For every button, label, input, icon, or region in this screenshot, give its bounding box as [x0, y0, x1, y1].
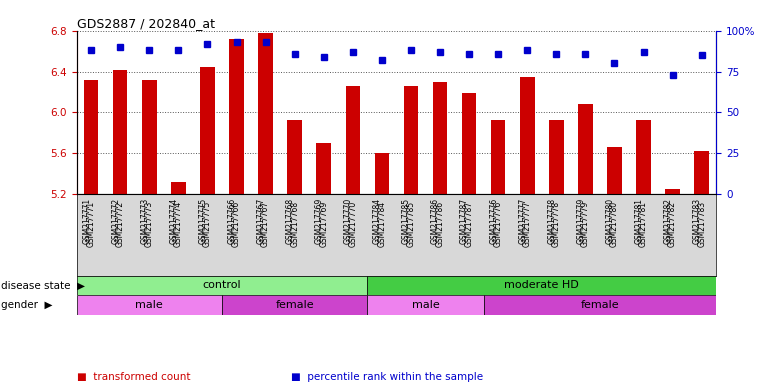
- Bar: [368, 276, 716, 295]
- Text: female: female: [275, 300, 314, 310]
- Text: GSM217775: GSM217775: [203, 200, 212, 247]
- Text: GSM217773: GSM217773: [145, 200, 154, 247]
- Bar: [77, 295, 222, 315]
- Text: GSM217784: GSM217784: [373, 198, 382, 244]
- Text: GSM217767: GSM217767: [257, 198, 266, 244]
- Bar: [229, 39, 244, 194]
- Text: GSM217784: GSM217784: [378, 200, 386, 247]
- Bar: [483, 295, 716, 315]
- Bar: [222, 295, 368, 315]
- Bar: [578, 104, 593, 194]
- Text: GSM217782: GSM217782: [668, 200, 677, 247]
- Text: GSM217766: GSM217766: [232, 200, 241, 247]
- Bar: [462, 93, 476, 194]
- Text: GSM217774: GSM217774: [174, 200, 183, 247]
- Text: GSM217779: GSM217779: [576, 198, 585, 244]
- Text: GSM217774: GSM217774: [169, 198, 178, 244]
- Text: ■  transformed count: ■ transformed count: [77, 372, 190, 382]
- Bar: [345, 86, 360, 194]
- Bar: [491, 119, 506, 194]
- Text: ■  percentile rank within the sample: ■ percentile rank within the sample: [291, 372, 483, 382]
- Text: GSM217769: GSM217769: [315, 198, 324, 244]
- Bar: [113, 70, 127, 194]
- Text: GSM217786: GSM217786: [436, 200, 444, 247]
- Text: disease state  ▶: disease state ▶: [1, 280, 85, 290]
- Text: GSM217786: GSM217786: [431, 198, 440, 244]
- Text: GSM217770: GSM217770: [344, 198, 353, 244]
- Text: GSM217776: GSM217776: [489, 198, 498, 244]
- Text: GSM217782: GSM217782: [663, 198, 673, 244]
- Text: GSM217780: GSM217780: [610, 200, 619, 247]
- Text: GSM217772: GSM217772: [111, 198, 120, 244]
- Text: GSM217768: GSM217768: [290, 200, 300, 247]
- Text: GSM217777: GSM217777: [519, 198, 527, 244]
- Text: GSM217778: GSM217778: [548, 198, 556, 244]
- Text: GSM217781: GSM217781: [634, 198, 643, 244]
- Bar: [375, 153, 389, 194]
- Text: GSM217769: GSM217769: [319, 200, 328, 247]
- Bar: [549, 119, 564, 194]
- Text: GSM217779: GSM217779: [581, 200, 590, 247]
- Bar: [695, 151, 709, 194]
- Text: GSM217768: GSM217768: [286, 198, 295, 244]
- Text: GSM217776: GSM217776: [493, 200, 502, 247]
- Bar: [607, 147, 622, 194]
- Bar: [287, 119, 302, 194]
- Text: control: control: [203, 280, 241, 290]
- Text: GSM217781: GSM217781: [639, 200, 648, 247]
- Bar: [77, 276, 368, 295]
- Text: GSM217777: GSM217777: [522, 200, 532, 247]
- Bar: [83, 80, 98, 194]
- Bar: [520, 77, 535, 194]
- Text: GSM217783: GSM217783: [697, 200, 706, 247]
- Text: moderate HD: moderate HD: [504, 280, 579, 290]
- Text: GDS2887 / 202840_at: GDS2887 / 202840_at: [77, 17, 214, 30]
- Text: GSM217778: GSM217778: [552, 200, 561, 247]
- Bar: [171, 182, 185, 194]
- Bar: [200, 68, 214, 194]
- Text: GSM217772: GSM217772: [116, 200, 125, 247]
- Text: gender  ▶: gender ▶: [1, 300, 52, 310]
- Text: GSM217767: GSM217767: [261, 200, 270, 247]
- Text: GSM217785: GSM217785: [402, 198, 411, 244]
- Text: GSM217766: GSM217766: [228, 198, 237, 244]
- Text: GSM217775: GSM217775: [198, 198, 208, 244]
- Text: GSM217787: GSM217787: [465, 200, 473, 247]
- Text: GSM217787: GSM217787: [460, 198, 469, 244]
- Bar: [258, 33, 273, 194]
- Text: GSM217783: GSM217783: [692, 198, 702, 244]
- Bar: [316, 143, 331, 194]
- Text: female: female: [581, 300, 619, 310]
- Bar: [404, 86, 418, 194]
- Bar: [368, 295, 483, 315]
- Text: GSM217773: GSM217773: [140, 198, 149, 244]
- Bar: [666, 189, 680, 194]
- Text: GSM217771: GSM217771: [82, 198, 91, 244]
- Text: male: male: [136, 300, 163, 310]
- Bar: [433, 82, 447, 194]
- Text: GSM217780: GSM217780: [605, 198, 614, 244]
- Text: GSM217785: GSM217785: [407, 200, 415, 247]
- Bar: [142, 80, 156, 194]
- Text: GSM217771: GSM217771: [87, 200, 96, 247]
- Text: male: male: [411, 300, 440, 310]
- Bar: [637, 119, 651, 194]
- Text: GSM217770: GSM217770: [349, 200, 357, 247]
